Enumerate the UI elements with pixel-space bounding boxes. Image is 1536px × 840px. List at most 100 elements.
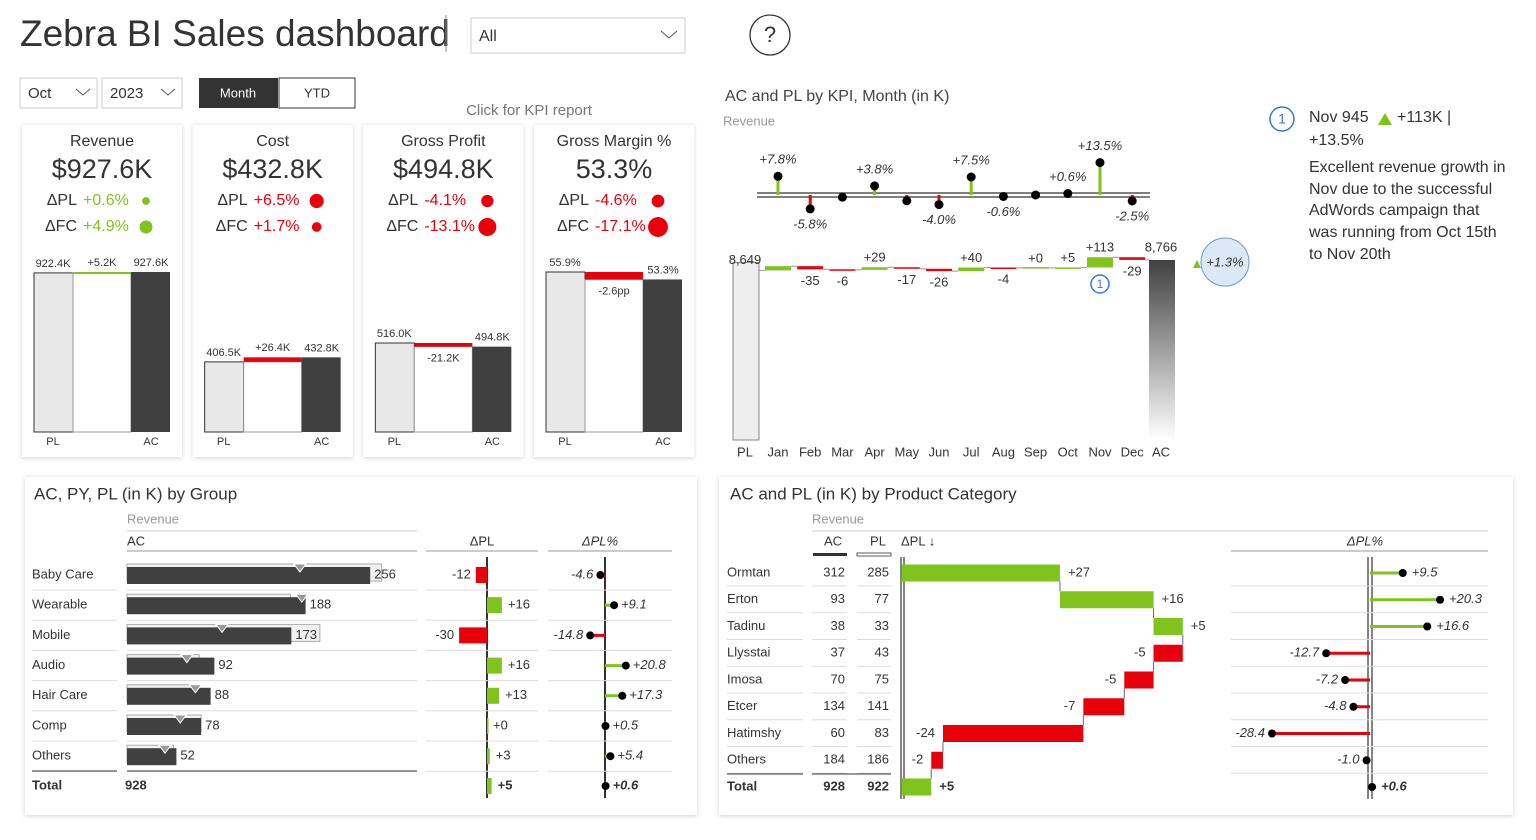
pl-value: 83 [875,725,889,740]
deviation-label: -4.0% [922,212,956,227]
annotation-change: +113K | [1397,109,1451,126]
pl-value: 186 [867,752,889,767]
deviation-dot [1127,196,1137,206]
value-label: 922.4K [36,258,72,270]
deviation-dot [934,200,944,210]
year-value[interactable]: 2023 [110,85,143,102]
pct-label: -28.4 [1235,725,1265,740]
chevron [660,30,678,39]
value-label: -2.6pp [598,285,629,297]
x-tick-label: Aug [992,444,1015,459]
delta-label: ΔPL [559,192,589,209]
ac-label: 256 [374,566,396,581]
delta-bar [487,657,502,674]
delta-icon [309,193,324,209]
total-deviation-label: +1.3% [1206,254,1243,269]
pct-dot [1436,595,1445,604]
pct-dot [601,782,610,790]
pct-dot [1322,649,1331,658]
bridge [584,278,644,433]
delta-value: -4.1% [424,192,466,209]
pct-dot [621,661,630,670]
month-button-label[interactable]: Month [220,85,256,100]
ac-bar [127,687,211,705]
value-label: +40 [960,250,982,265]
delta-value: -4.6% [595,192,637,209]
pl-value: 43 [875,645,889,660]
delta-bar [1059,591,1154,609]
value-label: +0 [1028,250,1043,265]
pct-label: -7.2 [1316,671,1339,686]
help-button[interactable] [749,14,791,56]
pct-dot [618,691,627,700]
delta-value: -17.1% [595,218,646,235]
month-filter[interactable] [19,77,98,109]
delta-bar [585,272,644,280]
deviation-dot [1095,158,1105,168]
kpi-link[interactable]: Click for KPI report [466,102,593,119]
total-deviation-bubble [1200,237,1250,287]
value-label: 927.6K [134,257,170,269]
selector-value[interactable]: All [479,28,497,45]
deviation-dot [1063,189,1073,199]
card [719,477,1513,815]
delta-bar [475,567,487,583]
pct-dot [610,601,619,610]
deviation-dot [805,204,815,214]
kpi-title: Revenue [70,133,134,150]
pct-dot [601,722,610,730]
x-tick-label: AC [655,436,670,448]
pct-dot [1398,569,1407,577]
pct-label: +0.5 [613,717,639,732]
value-label: 432.8K [304,342,340,354]
month-button[interactable] [199,78,278,108]
delta-bar [487,597,502,614]
value-label: -26 [930,275,949,290]
delta-bar [926,268,952,272]
x-tick-label: May [895,444,920,459]
delta-icon [481,194,494,208]
pl-bar [204,361,245,433]
x-tick-label: Feb [799,444,821,459]
pct-label: +16.6 [1436,618,1470,633]
annotation-text: Excellent revenue growth in Nov due to t… [1309,159,1506,263]
pct-label: +17.3 [629,687,663,702]
ac-bar [472,346,512,432]
column-header: ΔPL% [581,533,618,548]
ac-bar [127,627,292,645]
delta-bar [942,725,1084,742]
delta-label: ΔFC [216,218,248,235]
ytd-button[interactable] [278,77,356,109]
ac-value: 38 [831,618,845,633]
ac-bar [1149,260,1175,440]
delta-label: -2 [912,752,924,767]
column-header: AC [127,533,145,548]
x-tick-label: Mar [831,444,854,459]
annotation-headline: Nov 945 [1309,109,1369,126]
delta-bar [893,267,920,269]
deviation-label: +13.5% [1078,138,1122,153]
delta-label: -7 [1064,698,1076,713]
ac-bar [127,597,306,615]
selector[interactable] [470,17,686,54]
total-ac: 928 [125,777,147,792]
ac-label: 92 [218,657,232,672]
delta-bar [1153,644,1183,662]
ac-value: 93 [831,591,845,606]
py-marker [292,563,307,573]
month-value[interactable]: Oct [28,85,52,102]
year-filter[interactable] [101,77,183,109]
column-header: ΔPL [470,533,495,548]
value-label: -6 [837,273,849,288]
x-tick-label: PL [217,436,230,448]
delta-label: -5 [1134,645,1146,660]
total-pl: 922 [867,778,889,793]
delta-label: -30 [435,627,454,642]
column-header: ΔPL ↓ [901,533,935,548]
help-icon[interactable]: ? [764,22,776,47]
ac-value: 70 [831,671,845,686]
ytd-button-label[interactable]: YTD [304,85,330,100]
delta-bar [931,751,943,769]
annotation-change-pct: +13.5% [1309,132,1364,149]
